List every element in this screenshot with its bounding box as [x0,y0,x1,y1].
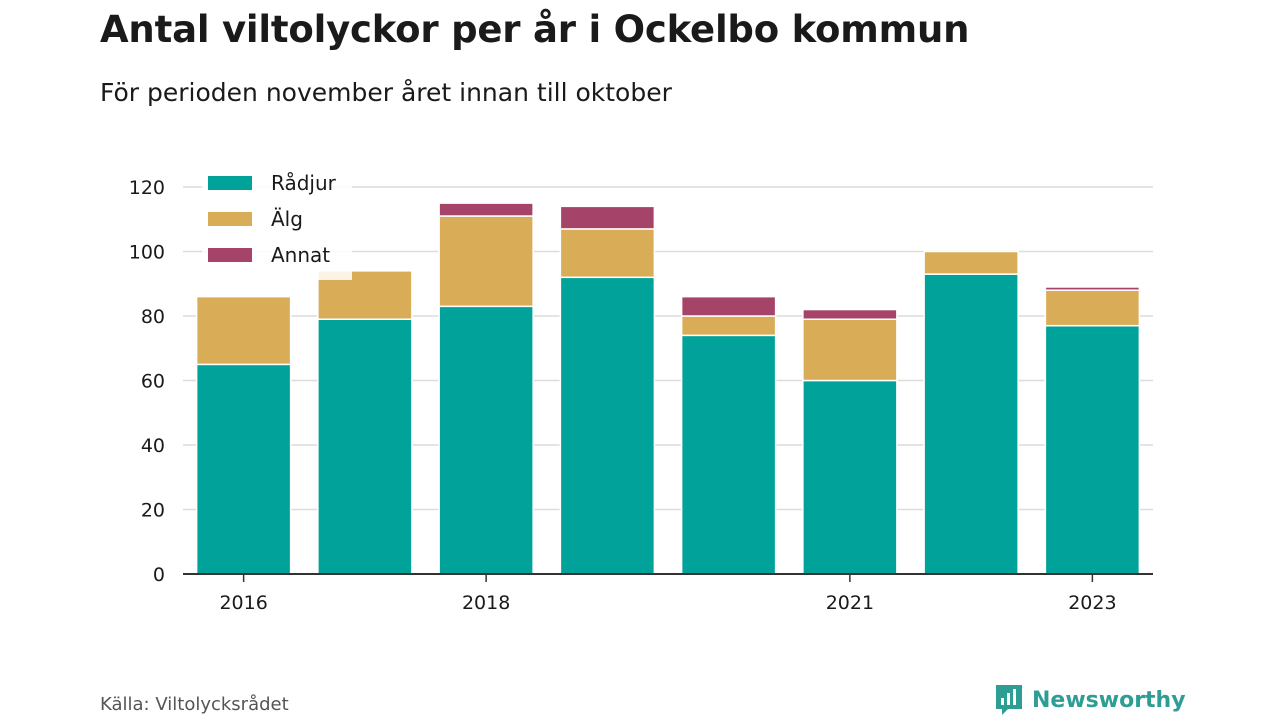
legend-label: Rådjur [271,171,337,195]
bar-segment-rådjur-2019 [559,276,656,575]
bar-segment-älg-2021 [802,318,898,382]
y-tick-label: 80 [141,306,165,328]
bar-segment-älg-2020 [680,315,777,337]
bar-segment-älg-2019 [559,228,656,279]
y-tick-label: 40 [141,435,165,457]
y-tick-label: 60 [141,371,165,393]
bar-segment-älg-2016 [195,295,292,366]
bar-segment-rådjur-2020 [680,334,777,575]
legend: Rådjur Älg Annat [202,168,352,280]
bar-segment-rådjur-2021 [802,379,898,575]
bar-segment-annat-2018 [438,202,534,217]
bar-segment-rådjur-2022 [923,273,1019,575]
y-tick-label: 20 [141,500,165,522]
x-tick-label: 2021 [826,592,874,614]
bar-segment-älg-2018 [438,215,534,308]
axes: 0 20 40 60 80 100 120 2016 2018 2021 2023 [129,177,1153,614]
bars [195,202,1141,575]
bar-segment-annat-2021 [802,308,898,320]
y-tick-label: 100 [129,242,165,264]
chart-subtitle: För perioden november året innan till ok… [100,78,672,107]
brand-name: Newsworthy [1032,687,1186,713]
bar-segment-rådjur-2016 [195,363,292,575]
brand-logo[interactable]: Newsworthy [994,683,1186,717]
stacked-bar-chart: 0 20 40 60 80 100 120 2016 2018 2021 2023 Rådjur Äl… [128,168,1153,614]
bar-segment-älg-2022 [923,250,1019,275]
legend-label: Älg [271,207,303,231]
x-tick-label: 2018 [462,592,510,614]
y-tick-label: 0 [153,564,165,586]
legend-swatch-älg [208,212,252,226]
bar-segment-annat-2023 [1044,286,1141,291]
y-tick-label: 120 [129,177,165,199]
x-tick-label: 2016 [219,592,267,614]
bar-segment-annat-2020 [680,295,777,317]
bar-segment-rådjur-2018 [438,305,534,575]
legend-label: Annat [271,243,330,267]
bar-segment-älg-2023 [1044,289,1141,327]
legend-swatch-annat [208,248,252,262]
source-note: Källa: Viltolycksrådet [100,694,289,715]
bar-segment-rådjur-2017 [317,318,413,575]
chart-title: Antal viltolyckor per år i Ockelbo kommu… [100,8,970,51]
legend-swatch-rådjur [208,176,252,190]
bar-segment-rådjur-2023 [1044,324,1141,575]
x-tick-label: 2023 [1068,592,1116,614]
newsworthy-logo-icon [996,685,1022,715]
bar-segment-annat-2019 [559,205,656,230]
